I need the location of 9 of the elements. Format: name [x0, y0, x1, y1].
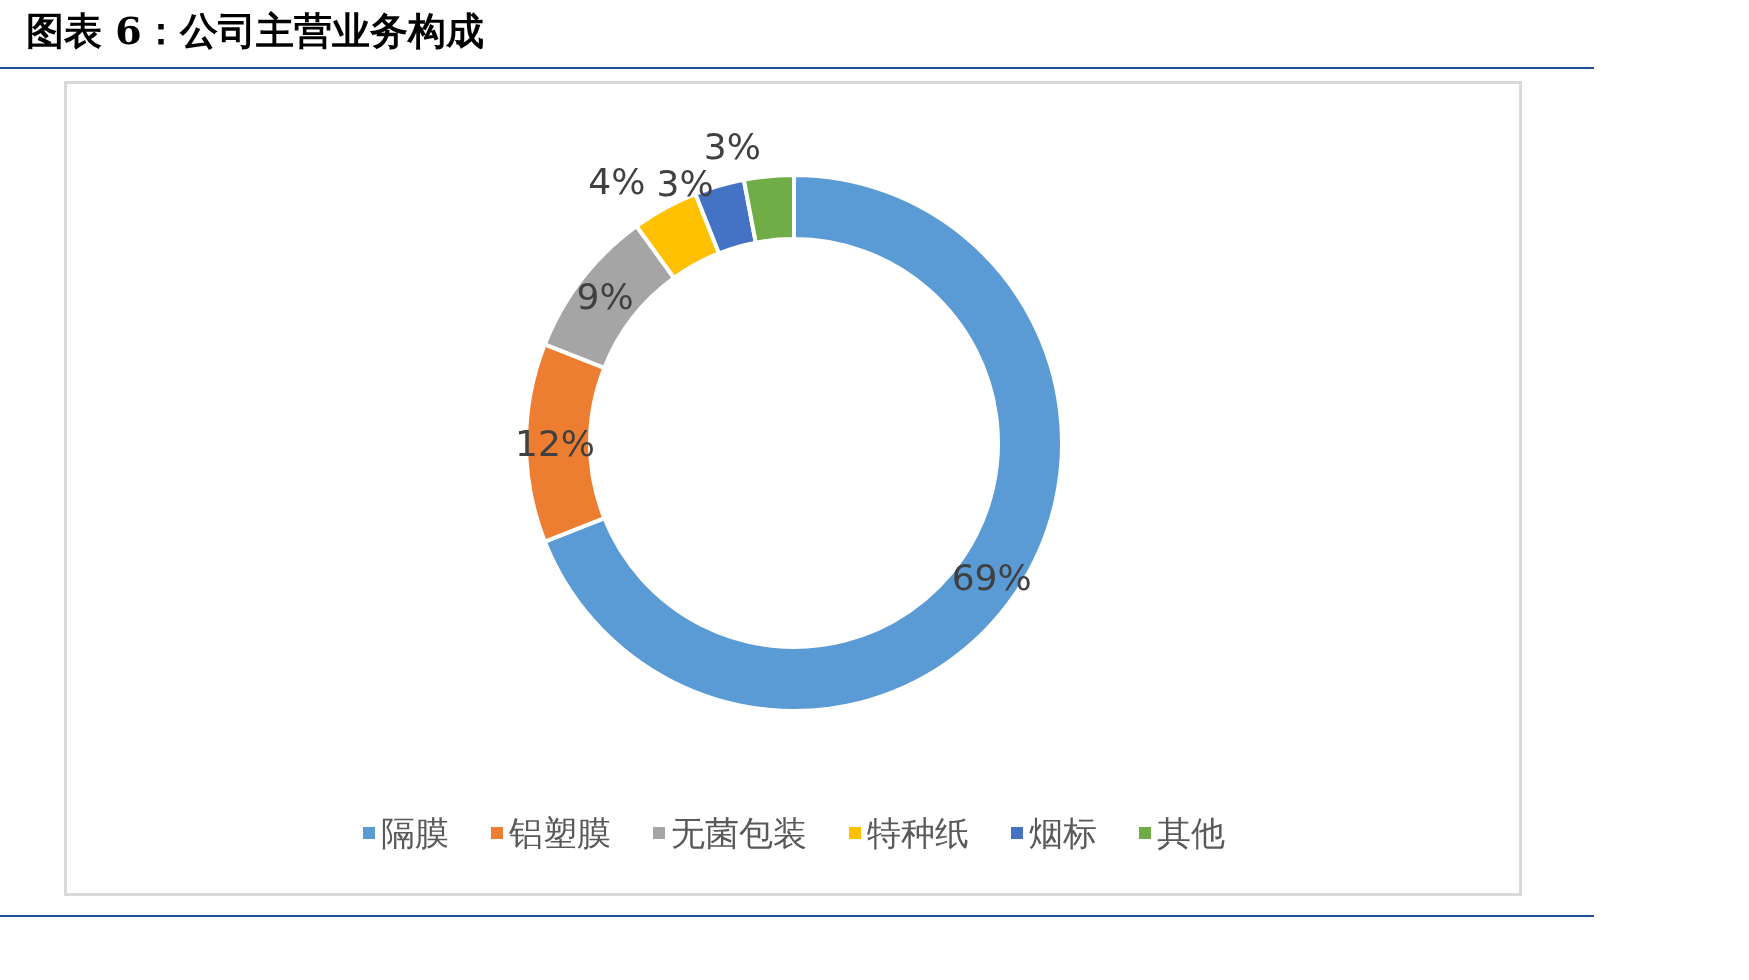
legend-label: 其他 [1157, 813, 1225, 853]
legend-label: 隔膜 [381, 813, 449, 853]
chart-title: 图表 6：公司主营业务构成 [26, 7, 484, 55]
legend-label: 特种纸 [867, 813, 969, 853]
data-label: 4% [588, 161, 646, 203]
legend-label: 烟标 [1029, 813, 1097, 853]
legend-label: 无菌包装 [671, 813, 807, 853]
legend-label: 铝塑膜 [508, 813, 611, 853]
data-label: 9% [576, 276, 634, 318]
